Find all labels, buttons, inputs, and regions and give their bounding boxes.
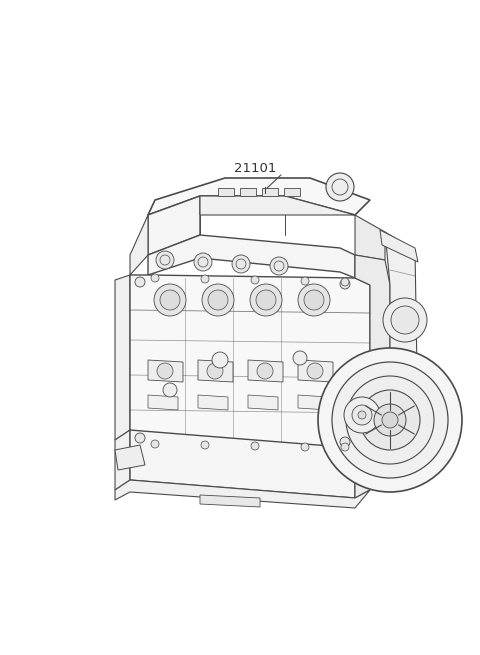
Polygon shape	[380, 230, 418, 262]
Polygon shape	[115, 430, 130, 490]
Polygon shape	[284, 188, 300, 196]
Circle shape	[160, 290, 180, 310]
Circle shape	[250, 284, 282, 316]
Polygon shape	[130, 215, 148, 275]
Circle shape	[257, 363, 273, 379]
Polygon shape	[240, 188, 256, 196]
Polygon shape	[298, 395, 328, 410]
Circle shape	[157, 363, 173, 379]
Circle shape	[298, 284, 330, 316]
Circle shape	[374, 404, 406, 436]
Circle shape	[352, 405, 372, 425]
Circle shape	[207, 363, 223, 379]
Polygon shape	[148, 360, 183, 382]
Polygon shape	[298, 360, 333, 382]
Polygon shape	[360, 440, 392, 468]
Circle shape	[135, 277, 145, 287]
Polygon shape	[148, 178, 370, 215]
Polygon shape	[130, 430, 355, 498]
Circle shape	[151, 274, 159, 282]
Circle shape	[212, 352, 228, 368]
Circle shape	[156, 251, 174, 269]
Polygon shape	[355, 215, 385, 260]
Circle shape	[382, 412, 398, 428]
Circle shape	[163, 383, 177, 397]
Polygon shape	[198, 395, 228, 410]
Circle shape	[270, 257, 288, 275]
Circle shape	[340, 279, 350, 289]
Polygon shape	[148, 395, 178, 410]
Circle shape	[201, 275, 209, 283]
Polygon shape	[200, 196, 355, 215]
Circle shape	[307, 363, 323, 379]
Circle shape	[358, 411, 366, 419]
Circle shape	[391, 306, 419, 334]
Circle shape	[135, 433, 145, 443]
Circle shape	[201, 441, 209, 449]
Circle shape	[304, 290, 324, 310]
Polygon shape	[355, 255, 390, 448]
Circle shape	[154, 284, 186, 316]
Polygon shape	[115, 275, 130, 440]
Polygon shape	[198, 360, 233, 382]
Polygon shape	[385, 232, 418, 440]
Circle shape	[301, 277, 309, 285]
Circle shape	[326, 173, 354, 201]
Circle shape	[208, 290, 228, 310]
Polygon shape	[248, 395, 278, 410]
Polygon shape	[200, 495, 260, 507]
Polygon shape	[355, 440, 370, 498]
Circle shape	[341, 278, 349, 286]
Circle shape	[256, 290, 276, 310]
Circle shape	[346, 376, 434, 464]
Circle shape	[151, 440, 159, 448]
Circle shape	[301, 443, 309, 451]
Polygon shape	[148, 235, 355, 278]
Circle shape	[360, 390, 420, 450]
Circle shape	[341, 443, 349, 451]
Circle shape	[293, 351, 307, 365]
Circle shape	[332, 362, 448, 478]
Circle shape	[318, 348, 462, 492]
Circle shape	[251, 276, 259, 284]
Circle shape	[340, 437, 350, 447]
Circle shape	[194, 253, 212, 271]
Polygon shape	[115, 445, 145, 470]
Circle shape	[202, 284, 234, 316]
Polygon shape	[218, 188, 234, 196]
Polygon shape	[148, 196, 200, 255]
Polygon shape	[248, 360, 283, 382]
Circle shape	[344, 397, 380, 433]
Text: 21101: 21101	[234, 162, 276, 174]
Circle shape	[232, 255, 250, 273]
Circle shape	[251, 442, 259, 450]
Polygon shape	[262, 188, 278, 196]
Polygon shape	[130, 275, 370, 448]
Circle shape	[383, 298, 427, 342]
Polygon shape	[115, 480, 370, 508]
